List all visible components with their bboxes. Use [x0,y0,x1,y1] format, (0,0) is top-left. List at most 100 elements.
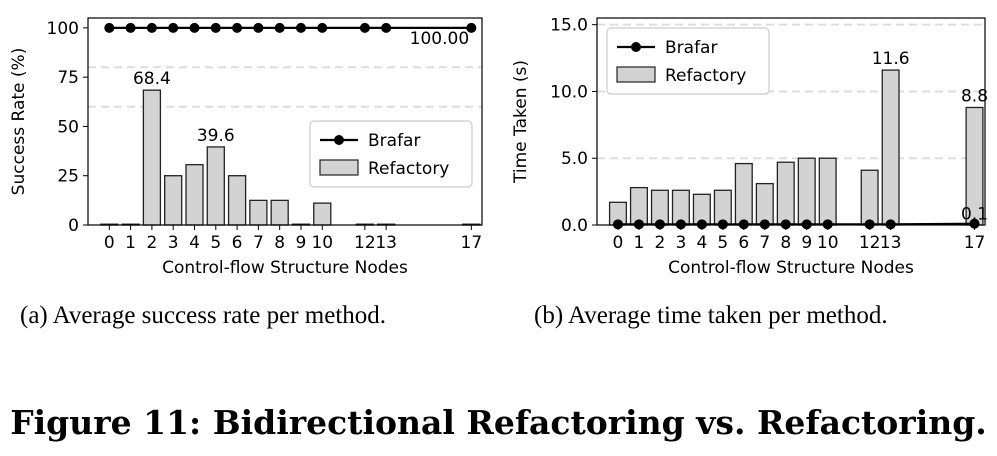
success-rate-chart: 0 1 2 3 4 5 6 7 8 9 10 12 13 17 0 25 50 75 100 Control-flow… [0,0,497,290]
y-tick-label: 25 [57,167,79,187]
x-tick-label: 8 [780,233,791,253]
y-tick-label: 75 [57,68,79,88]
y-axis-label: Success Rate (%) [9,48,29,196]
data-label: 68.4 [133,69,171,89]
bar-refactory-12 [860,169,879,226]
brafar-marker-4 [189,22,200,33]
bar-refactory-6 [227,175,247,226]
plot-frame [87,17,483,226]
success-rate-chart-svg: 0 1 2 3 4 5 6 7 8 9 10 12 13 170255075100Control-flow… [9,17,483,278]
x-tick-label: 13 [375,233,397,253]
bar-refactory-7 [249,199,268,226]
x-axis-label: Control-flow Structure Nodes [668,258,914,278]
x-tick-label: 0 [613,233,624,253]
time-taken-chart-svg: 0 1 2 3 4 5 6 7 8 9 10 12 13 170.05.010.015.0Control-… [511,16,988,278]
bar-refactory-13 [881,69,900,226]
brafar-marker-1 [125,22,136,33]
bar-refactory-8 [270,199,289,226]
x-tick-label: 12 [859,233,881,253]
brafar-marker-5 [210,22,221,33]
x-tick-label: 9 [296,233,307,253]
x-tick-label: 7 [759,233,770,253]
brafar-marker-12 [864,219,875,230]
y-tick-label: 0.0 [561,216,588,236]
data-label: 39.6 [197,126,235,146]
brafar-marker-13 [381,22,392,33]
bar-refactory-4 [185,164,204,226]
brafar-marker-10 [822,219,833,230]
y-tick-label: 15.0 [550,16,588,36]
brafar-marker-3 [675,219,686,230]
brafar-marker-7 [759,219,770,230]
x-tick-label: 1 [634,233,645,253]
brafar-marker-17 [466,22,477,33]
brafar-marker-2 [654,219,665,230]
x-tick-label: 4 [189,233,200,253]
data-label: 8.8 [961,86,988,106]
brafar-line [617,222,975,226]
brafar-marker-9 [295,22,306,33]
x-tick-label: 3 [168,233,179,253]
brafar-marker-0 [612,219,623,230]
legend-label-brafar: Brafar [368,131,420,151]
x-tick-label: 9 [801,233,812,253]
brafar-marker-8 [780,219,791,230]
bar-refactory-3 [164,175,183,226]
legend-label-refactory: Refactory [665,66,746,86]
brafar-marker-3 [168,22,179,33]
legend-refactory-swatch [616,66,656,83]
y-tick-label: 10.0 [550,82,588,102]
brafar-marker-17 [969,218,980,229]
y-axis-label: Time Taken (s) [511,60,531,184]
x-tick-label: 5 [717,233,728,253]
x-axis-label: Control-flow Structure Nodes [162,258,408,278]
brafar-marker-1 [633,219,644,230]
time-taken-chart: 0 1 2 3 4 5 6 7 8 9 10 12 13 17 0.0 5.0 10.0 15.0 Control-… [497,0,997,290]
plot-frame [596,17,986,226]
x-tick-label: 10 [311,233,333,253]
x-tick-label: 2 [146,233,157,253]
legend-label-brafar: Brafar [665,38,717,58]
brafar-marker-2 [146,22,157,33]
x-tick-label: 12 [354,233,376,253]
x-tick-label: 7 [253,233,264,253]
x-tick-label: 1 [125,233,136,253]
bar-refactory-7 [755,182,774,226]
brafar-marker-9 [801,219,812,230]
legend-refactory-swatch [319,159,359,176]
brafar-marker-12 [359,22,370,33]
bar-refactory-10 [818,157,837,226]
figure-title: Figure 11: Bidirectional Refactoring vs.… [10,403,987,442]
brafar-marker-5 [717,219,728,230]
x-tick-label: 2 [655,233,666,253]
x-tick-label: 5 [210,233,221,253]
x-tick-label: 10 [817,233,839,253]
brafar-marker-13 [885,219,896,230]
brafar-marker-4 [696,219,707,230]
data-label: 11.6 [872,49,910,69]
bar-refactory-8 [776,161,795,226]
x-tick-label: 6 [232,233,243,253]
brafar-marker-7 [253,22,264,33]
y-tick-label: 100 [47,19,79,39]
brafar-marker-6 [232,22,243,33]
brafar-marker-0 [104,22,115,33]
legend-label-refactory: Refactory [368,159,449,179]
caption-a: (a) Average success rate per method. [20,302,387,329]
x-tick-label: 17 [964,233,986,253]
y-tick-label: 50 [57,117,79,137]
bar-refactory-2 [142,89,162,226]
data-label: 0.1 [961,205,988,225]
brafar-marker-8 [274,22,285,33]
legend-brafar-marker [631,42,641,52]
x-tick-label: 6 [738,233,749,253]
legend-brafar-marker [334,135,344,145]
brafar-marker-6 [738,219,749,230]
y-tick-label: 5.0 [561,149,588,169]
x-tick-label: 4 [696,233,707,253]
caption-b: (b) Average time taken per method. [534,302,888,329]
x-tick-label: 3 [675,233,686,253]
brafar-marker-10 [317,22,328,33]
bar-refactory-5 [206,146,225,226]
bar-refactory-6 [734,162,753,226]
